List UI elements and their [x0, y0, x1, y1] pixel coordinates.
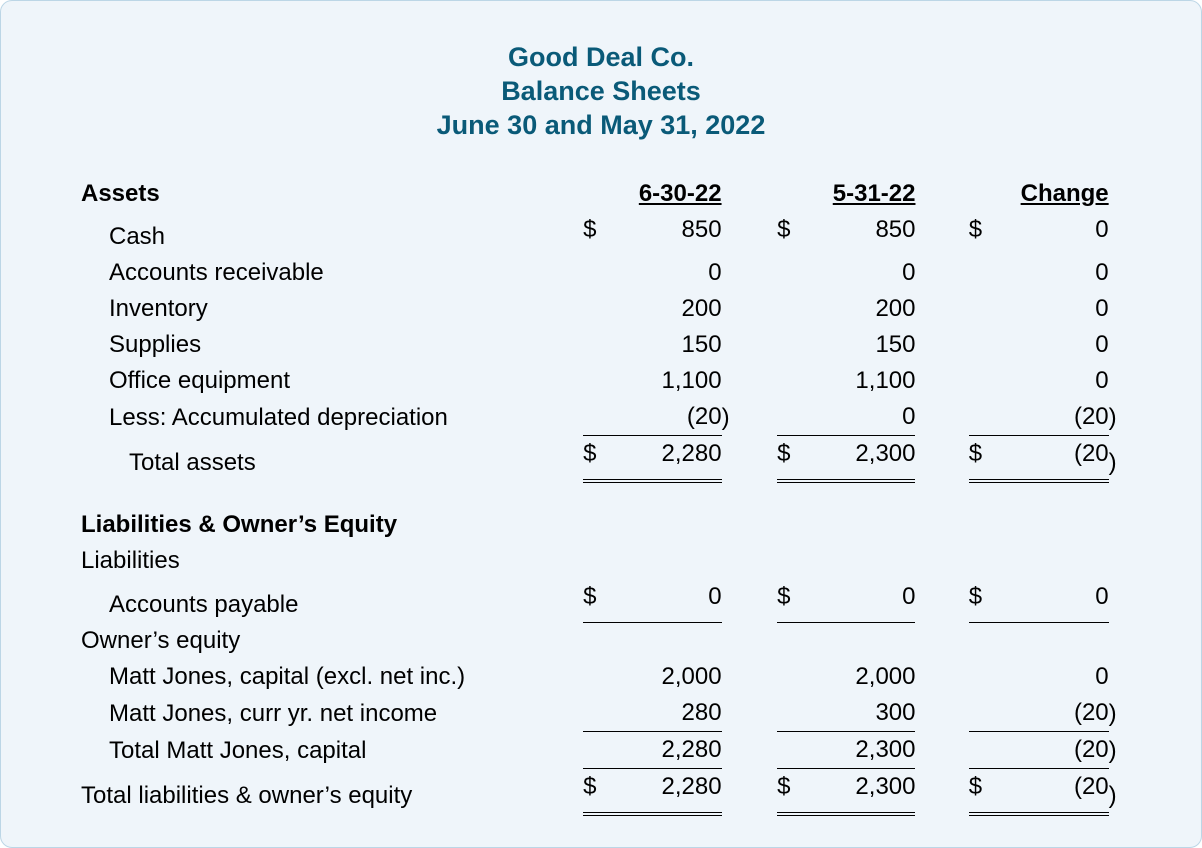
- total-le-c1: 2,280: [662, 773, 722, 801]
- office-eq-c3: 0: [1095, 367, 1108, 395]
- ap-label: Accounts payable: [81, 579, 583, 623]
- balance-sheet: Good Deal Co. Balance Sheets June 30 and…: [0, 0, 1202, 848]
- inventory-c2: 200: [875, 295, 915, 323]
- cash-c2: 850: [875, 216, 915, 244]
- col1-header: 6-30-22: [639, 180, 722, 207]
- company-name: Good Deal Co.: [81, 41, 1121, 75]
- total-assets-c2-sym: $: [777, 440, 790, 468]
- col2-header: 5-31-22: [833, 180, 916, 207]
- accum-dep-c2: 0: [902, 403, 915, 431]
- capital-excl-c2: 2,000: [855, 663, 915, 691]
- row-liab-equity-header: Liabilities & Owner’s Equity: [81, 507, 1121, 543]
- inventory-c1: 200: [682, 295, 722, 323]
- liab-equity-header: Liabilities & Owner’s Equity: [81, 507, 1121, 543]
- ap-c1-sym: $: [583, 583, 596, 611]
- supplies-c1: 150: [682, 331, 722, 359]
- cash-c3: 0: [1095, 216, 1108, 244]
- equity-header: Owner’s equity: [81, 623, 1121, 660]
- row-ap: Accounts payable $0 $0 $0: [81, 579, 1121, 623]
- row-liabilities-header: Liabilities: [81, 543, 1121, 579]
- total-le-c2-sym: $: [777, 773, 790, 801]
- statement-dates: June 30 and May 31, 2022: [81, 109, 1121, 143]
- total-le-c1-sym: $: [583, 773, 596, 801]
- supplies-label: Supplies: [81, 327, 583, 363]
- row-net-income: Matt Jones, curr yr. net income 280 300 …: [81, 695, 1121, 732]
- total-capital-c2: 2,300: [855, 736, 915, 764]
- net-income-c1: 280: [682, 699, 722, 727]
- supplies-c3: 0: [1095, 331, 1108, 359]
- ap-c1: 0: [708, 583, 721, 611]
- assets-header: Assets: [81, 176, 583, 212]
- row-total-assets: Total assets $2,280 $2,300 $ (20 ): [81, 436, 1121, 482]
- total-le-c3: (20: [1074, 773, 1109, 801]
- balance-sheet-table: Assets 6-30-22 5-31-22 Change Cash $850 …: [81, 176, 1121, 816]
- ar-c3: 0: [1095, 259, 1108, 287]
- cash-c1-sym: $: [583, 216, 596, 244]
- total-capital-label: Total Matt Jones, capital: [81, 732, 583, 769]
- ar-label: Accounts receivable: [81, 255, 583, 291]
- total-assets-c1: 2,280: [662, 440, 722, 468]
- row-capital-excl: Matt Jones, capital (excl. net inc.) 2,0…: [81, 659, 1121, 695]
- cash-c3-sym: $: [969, 216, 982, 244]
- capital-excl-label: Matt Jones, capital (excl. net inc.): [81, 659, 583, 695]
- row-equity-header: Owner’s equity: [81, 623, 1121, 660]
- column-headers: Assets 6-30-22 5-31-22 Change: [81, 176, 1121, 212]
- accum-dep-c3-paren: ): [1109, 399, 1121, 436]
- total-le-c3-sym: $: [969, 773, 982, 801]
- ap-c2-sym: $: [777, 583, 790, 611]
- cash-c1: 850: [682, 216, 722, 244]
- accum-dep-label: Less: Accumulated depreciation: [81, 399, 583, 436]
- total-assets-c2: 2,300: [855, 440, 915, 468]
- ar-c2: 0: [902, 259, 915, 287]
- accum-dep-c1: (20: [687, 403, 722, 431]
- row-office-eq: Office equipment 1,100 1,100 0: [81, 363, 1121, 399]
- total-assets-c3: (20: [1074, 440, 1109, 468]
- ap-c3-sym: $: [969, 583, 982, 611]
- ap-c2: 0: [902, 583, 915, 611]
- total-assets-c3-sym: $: [969, 440, 982, 468]
- liabilities-header: Liabilities: [81, 543, 1121, 579]
- net-income-label: Matt Jones, curr yr. net income: [81, 695, 583, 732]
- row-total-le: Total liabilities & owner’s equity $2,28…: [81, 769, 1121, 815]
- net-income-c3: (20: [1074, 699, 1109, 727]
- row-accum-dep: Less: Accumulated depreciation (20 ) 0 (…: [81, 399, 1121, 436]
- total-le-label: Total liabilities & owner’s equity: [81, 769, 583, 815]
- total-assets-c3-paren: ): [1109, 436, 1121, 482]
- row-ar: Accounts receivable 0 0 0: [81, 255, 1121, 291]
- accum-dep-c1-paren: ): [722, 399, 734, 436]
- capital-excl-c3: 0: [1095, 663, 1108, 691]
- cash-label: Cash: [81, 212, 583, 255]
- row-total-capital: Total Matt Jones, capital 2,280 2,300 (2…: [81, 732, 1121, 769]
- inventory-label: Inventory: [81, 291, 583, 327]
- office-eq-c2: 1,100: [855, 367, 915, 395]
- statement-name: Balance Sheets: [81, 75, 1121, 109]
- ar-c1: 0: [708, 259, 721, 287]
- row-inventory: Inventory 200 200 0: [81, 291, 1121, 327]
- ap-c3: 0: [1095, 583, 1108, 611]
- total-le-c2: 2,300: [855, 773, 915, 801]
- net-income-c3-paren: ): [1109, 695, 1121, 732]
- net-income-c2: 300: [875, 699, 915, 727]
- title-block: Good Deal Co. Balance Sheets June 30 and…: [81, 41, 1121, 142]
- total-assets-label: Total assets: [81, 436, 583, 482]
- col3-header: Change: [1021, 180, 1109, 207]
- capital-excl-c1: 2,000: [662, 663, 722, 691]
- total-assets-c1-sym: $: [583, 440, 596, 468]
- cash-c2-sym: $: [777, 216, 790, 244]
- total-capital-c3: (20: [1074, 736, 1109, 764]
- total-capital-c3-paren: ): [1109, 732, 1121, 769]
- office-eq-c1: 1,100: [662, 367, 722, 395]
- accum-dep-c3: (20: [1074, 403, 1109, 431]
- row-supplies: Supplies 150 150 0: [81, 327, 1121, 363]
- supplies-c2: 150: [875, 331, 915, 359]
- total-le-c3-paren: ): [1109, 769, 1121, 815]
- office-eq-label: Office equipment: [81, 363, 583, 399]
- row-cash: Cash $850 $850 $0: [81, 212, 1121, 255]
- inventory-c3: 0: [1095, 295, 1108, 323]
- total-capital-c1: 2,280: [662, 736, 722, 764]
